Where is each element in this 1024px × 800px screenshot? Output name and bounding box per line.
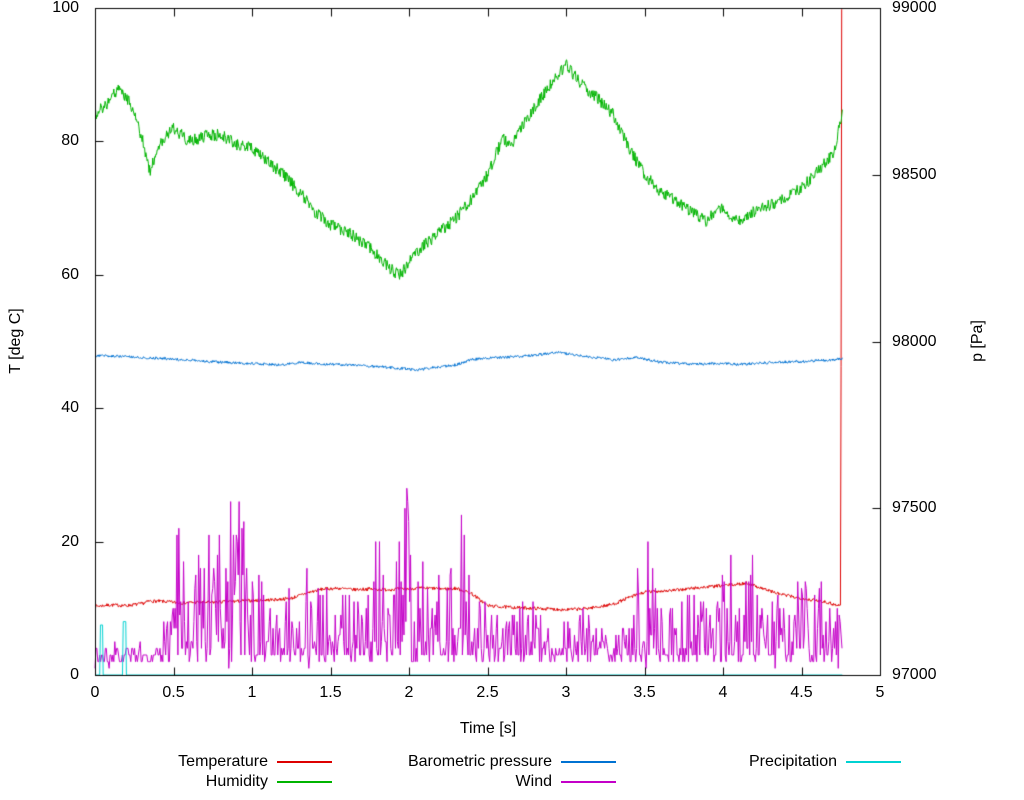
y-axis-title: T [deg C] — [7, 308, 24, 374]
y-tick-label: 100 — [52, 0, 79, 16]
legend-line-sample-humidity — [277, 781, 332, 783]
y-tick-label: 20 — [61, 532, 79, 550]
legend-item-temperature: Temperature — [40, 752, 332, 772]
legend-line-sample-precipitation — [846, 761, 901, 763]
x-tick-label: 3 — [561, 684, 571, 701]
x-tick-label: 2.5 — [476, 684, 499, 701]
legend-label-temperature: Temperature — [178, 753, 268, 770]
x-tick-label: 4 — [718, 684, 728, 701]
legend-item-humidity: Humidity — [40, 772, 332, 792]
y2-axis-title: p [Pa] — [969, 320, 986, 362]
x-tick-label: 0.5 — [162, 684, 185, 701]
y2-tick-label: 98000 — [892, 332, 937, 350]
y-tick-label: 80 — [61, 132, 79, 150]
y2-tick-label: 98500 — [892, 165, 937, 183]
x-tick-label: 5 — [875, 684, 885, 701]
legend-label-barometric-pressure: Barometric pressure — [407, 753, 552, 770]
legend-item-wind: Wind — [324, 772, 616, 792]
x-tick-label: 3.5 — [633, 684, 656, 701]
y2-tick-label: 97000 — [892, 666, 937, 683]
y-tick-label: 60 — [61, 265, 79, 283]
legend-item-barometric-pressure: Barometric pressure — [324, 752, 616, 772]
legend-label-wind: Wind — [515, 773, 552, 790]
legend: Temperature Humidity Barometric pressure… — [0, 752, 1024, 796]
y2-tick-label: 97500 — [892, 499, 937, 517]
x-axis-title: Time [s] — [459, 720, 517, 737]
x-tick-label: 1 — [247, 684, 257, 701]
x-tick-label: 1.5 — [319, 684, 342, 701]
legend-item-precipitation: Precipitation — [609, 752, 901, 772]
legend-label-precipitation: Precipitation — [748, 753, 837, 770]
x-tick-label: 0 — [90, 684, 100, 701]
x-tick-label: 4.5 — [790, 684, 813, 701]
y-tick-label: 0 — [70, 666, 79, 683]
legend-label-humidity: Humidity — [205, 773, 268, 790]
legend-line-sample-wind — [561, 781, 616, 783]
x-tick-label: 2 — [404, 684, 414, 701]
y2-tick-label: 99000 — [892, 0, 937, 16]
legend-line-sample-temperature — [277, 761, 332, 763]
y-tick-label: 40 — [61, 399, 79, 417]
legend-line-sample-barometric-pressure — [561, 761, 616, 763]
